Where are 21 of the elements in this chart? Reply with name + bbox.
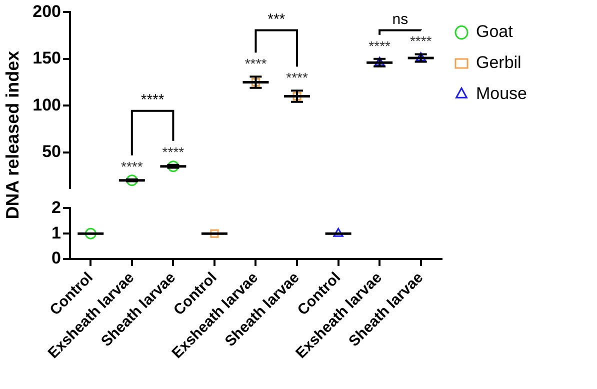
y-tick-label: 2 xyxy=(52,198,61,217)
data-label: **** xyxy=(286,70,308,86)
legend-label: Gerbil xyxy=(476,53,522,72)
data-label: **** xyxy=(162,144,185,160)
annotation: *** xyxy=(268,10,286,28)
annotation: **** xyxy=(140,92,164,109)
y-tick-label: 1 xyxy=(52,223,61,242)
y-axis-title: DNA released index xyxy=(2,50,24,220)
y-tick-label: 150 xyxy=(32,48,61,68)
point xyxy=(126,174,138,186)
y-tick-label: 200 xyxy=(32,2,61,21)
data-label: **** xyxy=(244,56,268,72)
data-label: **** xyxy=(410,33,432,50)
data-label: **** xyxy=(368,38,392,54)
legend-label: Goat xyxy=(476,22,514,42)
y-tick-label: 50 xyxy=(42,142,61,161)
y-tick-label: 0 xyxy=(52,248,61,268)
legend-label: Mouse xyxy=(476,84,528,104)
data-label: **** xyxy=(121,158,144,174)
y-tick-label: 100 xyxy=(32,95,61,114)
annotation: ns xyxy=(392,10,408,28)
